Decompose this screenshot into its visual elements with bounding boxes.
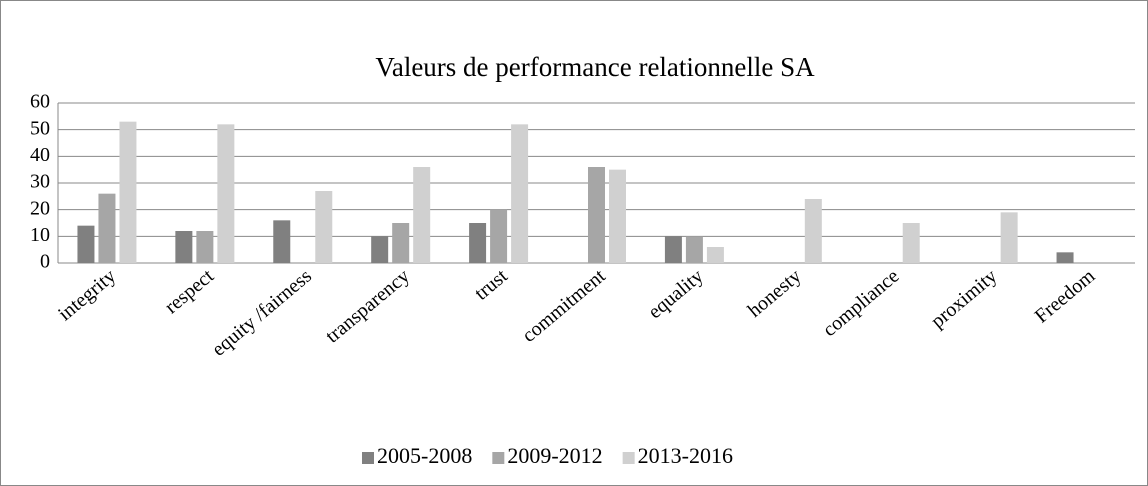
bar xyxy=(77,225,95,263)
bar xyxy=(804,199,822,263)
bar xyxy=(371,236,389,263)
bar xyxy=(511,124,529,263)
bar xyxy=(413,167,431,263)
y-tick-label: 0 xyxy=(40,251,50,273)
bar xyxy=(490,209,508,263)
bar xyxy=(315,191,333,263)
bar xyxy=(1000,212,1018,263)
legend-swatch xyxy=(622,452,635,464)
legend-swatch xyxy=(362,452,374,464)
legend-label: 2013-2016 xyxy=(638,443,733,468)
bar xyxy=(588,167,605,263)
y-tick-label: 20 xyxy=(30,197,50,219)
bar xyxy=(196,231,214,263)
bar xyxy=(175,231,193,263)
bar xyxy=(273,220,291,263)
legend-label: 2005-2008 xyxy=(377,443,472,468)
bar xyxy=(392,223,410,263)
y-tick-label: 60 xyxy=(30,91,50,113)
legend-swatch xyxy=(492,452,505,464)
bar xyxy=(469,223,487,263)
legend-label: 2009-2012 xyxy=(507,443,602,468)
chart-title: Valeurs de performance relationnelle SA xyxy=(375,52,815,82)
y-tick-label: 10 xyxy=(30,224,50,246)
y-tick-label: 30 xyxy=(30,171,50,193)
bar xyxy=(1056,252,1074,263)
bar xyxy=(119,121,137,264)
bar xyxy=(706,247,724,263)
bar xyxy=(609,169,626,263)
bar xyxy=(98,193,116,263)
bar xyxy=(685,236,703,263)
bar xyxy=(664,236,682,263)
y-tick-label: 40 xyxy=(30,144,50,166)
bar xyxy=(902,223,920,263)
y-tick-label: 50 xyxy=(30,117,50,139)
bar xyxy=(217,124,235,263)
